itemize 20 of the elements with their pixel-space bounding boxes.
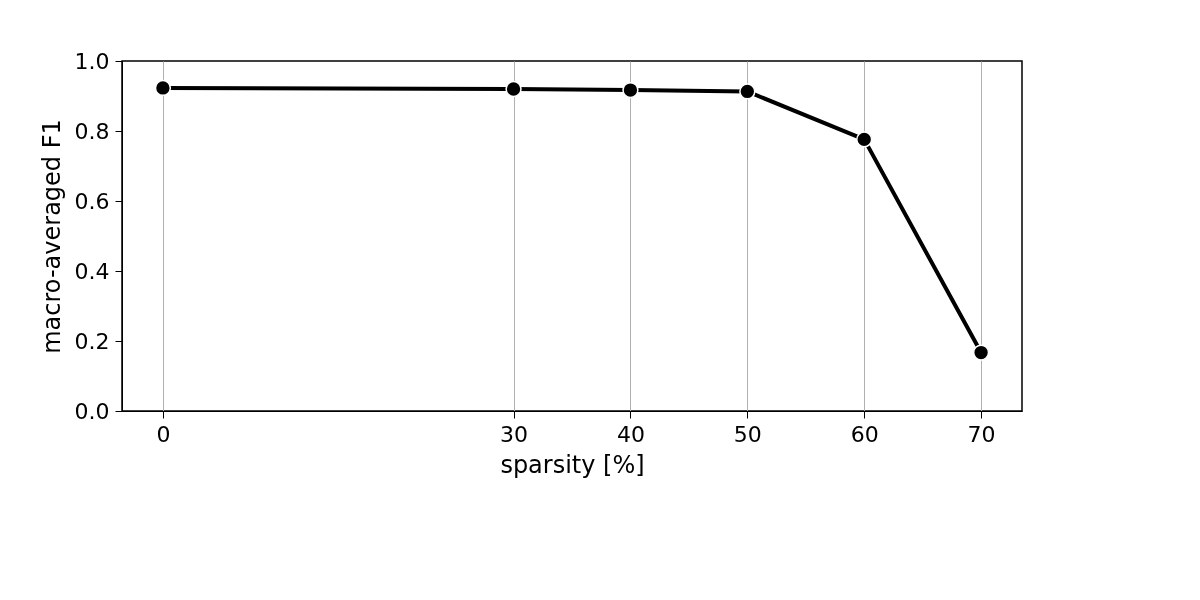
x-tick-label: 50 [733,421,762,447]
y-tick-label: 0.0 [74,398,110,424]
point [154,79,172,97]
y-tick-label: 0.6 [74,188,110,214]
x-tick-label: 40 [616,421,645,447]
x-tick-label: 60 [850,421,879,447]
point [972,344,990,361]
y-tick-label: 0.8 [74,118,110,144]
point [856,131,873,148]
y-axis-title: macro-averaged F1 [37,119,66,354]
point [505,80,522,98]
y-tick-label: 0.2 [74,328,110,354]
x-tick-label: 0 [156,421,171,447]
y-tick-label: 1.0 [74,48,110,74]
y-tick-label: 0.4 [74,258,110,284]
point [622,81,639,99]
x-tick-label: 70 [967,421,996,447]
x-axis-title: sparsity [%] [500,450,645,479]
x-tick-label: 30 [500,421,529,447]
point [739,83,756,100]
